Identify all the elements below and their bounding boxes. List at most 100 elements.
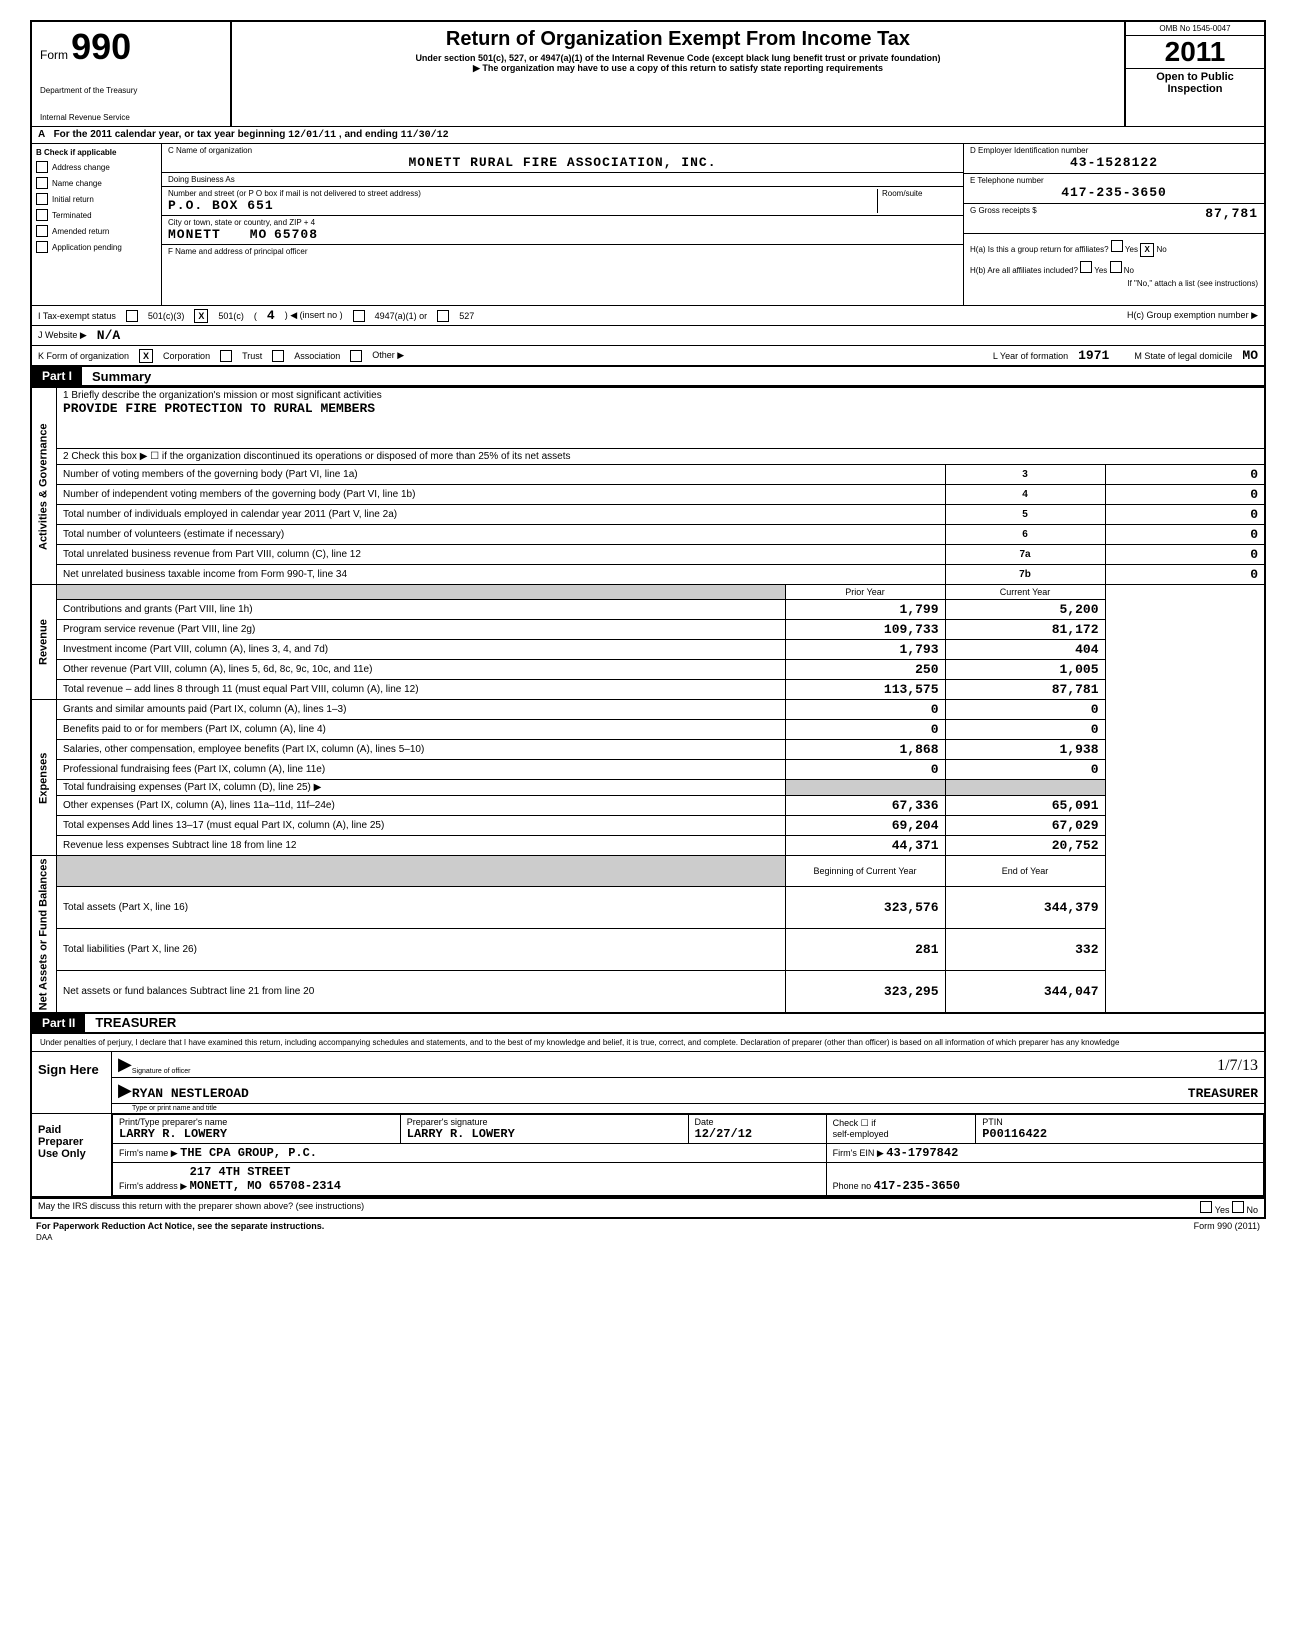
- col-b-hdr: B Check if applicable: [36, 148, 157, 157]
- domicile: MO: [1242, 348, 1258, 363]
- form-right: OMB No 1545-0047 2011 Open to Public Ins…: [1124, 22, 1264, 126]
- city-cell: City or town, state or country, and ZIP …: [162, 216, 963, 245]
- row-desc: Grants and similar amounts paid (Part IX…: [57, 700, 786, 720]
- table-row: Other revenue (Part VIII, column (A), li…: [31, 660, 1265, 680]
- 501c-label: 501(c): [218, 311, 244, 321]
- officer-name: RYAN NESTLEROAD: [132, 1086, 695, 1101]
- ein-cell: D Employer Identification number 43-1528…: [964, 144, 1264, 174]
- checkbox-checked-icon[interactable]: X: [194, 309, 208, 323]
- row-val: 0: [1105, 565, 1265, 585]
- 501c-number: 4: [267, 308, 275, 323]
- table-row: Other expenses (Part IX, column (A), lin…: [31, 796, 1265, 816]
- irs-discuss-row: May the IRS discuss this return with the…: [30, 1198, 1266, 1219]
- end-year-hdr: End of Year: [945, 856, 1105, 887]
- row-box: 6: [945, 525, 1105, 545]
- officer-label: F Name and address of principal officer: [168, 247, 957, 256]
- form-subtitle: Under section 501(c), 527, or 4947(a)(1)…: [242, 53, 1114, 63]
- checkbox-checked-icon[interactable]: X: [1140, 243, 1154, 257]
- hb-note: If "No," attach a list (see instructions…: [970, 279, 1258, 288]
- row-prior: 323,295: [785, 970, 945, 1013]
- checkbox-icon: [36, 209, 48, 221]
- tax-year-begin: 12/01/11: [288, 130, 336, 141]
- prep-sig-label: Preparer's signature: [407, 1117, 682, 1127]
- row-val: 0: [1105, 465, 1265, 485]
- checkbox-icon[interactable]: [1080, 261, 1092, 273]
- firm-addr2: MONETT, MO 65708-2314: [190, 1179, 341, 1193]
- row-desc: Contributions and grants (Part VIII, lin…: [57, 600, 786, 620]
- row-desc: Total assets (Part X, line 16): [57, 887, 786, 929]
- row-shaded: [785, 780, 945, 796]
- phone-label: Phone no: [833, 1181, 872, 1191]
- checkbox-icon[interactable]: [353, 310, 365, 322]
- sign-here-row: Sign Here ▶ Signature of officer 1/7/13 …: [32, 1052, 1264, 1113]
- chk-name-change[interactable]: Name change: [36, 177, 157, 189]
- prep-sig: LARRY R. LOWERY: [407, 1127, 682, 1141]
- checkbox-icon[interactable]: [220, 350, 232, 362]
- open-public: Open to Public Inspection: [1126, 69, 1264, 97]
- no-label: No: [1246, 1205, 1258, 1215]
- sig-label: Signature of officer: [132, 1068, 191, 1075]
- checkbox-icon[interactable]: [126, 310, 138, 322]
- row-desc: Net unrelated business taxable income fr…: [57, 565, 946, 585]
- row-prior: 250: [785, 660, 945, 680]
- irs-discuss-label: May the IRS discuss this return with the…: [38, 1201, 364, 1215]
- side-revenue: Revenue: [31, 585, 57, 700]
- row-prior: 323,576: [785, 887, 945, 929]
- sign-mid: ▶ Signature of officer 1/7/13 ▶ RYAN NES…: [112, 1052, 1264, 1113]
- spacer: [57, 856, 786, 887]
- checkbox-icon[interactable]: [1111, 240, 1123, 252]
- ein: 43-1528122: [970, 155, 1258, 170]
- chk-initial-return[interactable]: Initial return: [36, 193, 157, 205]
- row-a-text: For the 2011 calendar year, or tax year …: [54, 129, 286, 140]
- checkbox-icon: [36, 161, 48, 173]
- part1-badge: Part I: [32, 367, 82, 385]
- summary-table: Activities & Governance 1 Briefly descri…: [30, 387, 1266, 1014]
- prep-date: 12/27/12: [695, 1127, 820, 1141]
- row-shaded: [945, 780, 1105, 796]
- tel-cell: E Telephone number 417-235-3650: [964, 174, 1264, 204]
- checkbox-icon: [36, 193, 48, 205]
- checkbox-icon[interactable]: [1232, 1201, 1244, 1213]
- row-prior: 0: [785, 700, 945, 720]
- city: MONETT: [168, 227, 221, 242]
- checkbox-icon[interactable]: [272, 350, 284, 362]
- ptin-label: PTIN: [982, 1117, 1257, 1127]
- firm-name: THE CPA GROUP, P.C.: [180, 1146, 317, 1160]
- form-id: Form 990: [40, 26, 222, 68]
- part2-header-row: Part II TREASURER: [30, 1014, 1266, 1034]
- gross-label: G Gross receipts $: [970, 206, 1037, 215]
- checkbox-icon[interactable]: [1110, 261, 1122, 273]
- row-a-label: A: [38, 129, 45, 140]
- yes-label: Yes: [1125, 245, 1138, 254]
- chk-address-change[interactable]: Address change: [36, 161, 157, 173]
- checkbox-icon[interactable]: [1200, 1201, 1212, 1213]
- declaration: Under penalties of perjury, I declare th…: [32, 1034, 1264, 1052]
- sig-date: 1/7/13: [1217, 1057, 1258, 1075]
- checkbox-icon: [36, 177, 48, 189]
- row-curr: 67,029: [945, 816, 1105, 836]
- row-j: J Website ▶ N/A: [32, 326, 1264, 346]
- row-curr: 0: [945, 760, 1105, 780]
- ha-label: H(a) Is this a group return for affiliat…: [970, 245, 1109, 254]
- row-prior: 44,371: [785, 836, 945, 856]
- row-prior: 69,204: [785, 816, 945, 836]
- addr-label: Number and street (or P O box if mail is…: [168, 189, 877, 198]
- chk-app-pending[interactable]: Application pending: [36, 241, 157, 253]
- checkbox-checked-icon[interactable]: X: [139, 349, 153, 363]
- chk-amended[interactable]: Amended return: [36, 225, 157, 237]
- prep-name-label: Print/Type preparer's name: [119, 1117, 394, 1127]
- firm-addr1: 217 4TH STREET: [190, 1165, 291, 1179]
- no-label: No: [1124, 266, 1134, 275]
- row-desc: Number of independent voting members of …: [57, 485, 946, 505]
- chk-terminated[interactable]: Terminated: [36, 209, 157, 221]
- row-prior: 67,336: [785, 796, 945, 816]
- chk-label: Amended return: [52, 227, 109, 236]
- row-curr: 5,200: [945, 600, 1105, 620]
- line2: 2 Check this box ▶ ☐ if the organization…: [57, 449, 1266, 465]
- self-employed: self-employed: [833, 1129, 970, 1139]
- checkbox-icon[interactable]: [437, 310, 449, 322]
- signature-block: Under penalties of perjury, I declare th…: [30, 1034, 1266, 1198]
- name-title-line: ▶ RYAN NESTLEROAD TREASURER: [112, 1078, 1264, 1104]
- prior-year-hdr: Prior Year: [785, 585, 945, 600]
- checkbox-icon[interactable]: [350, 350, 362, 362]
